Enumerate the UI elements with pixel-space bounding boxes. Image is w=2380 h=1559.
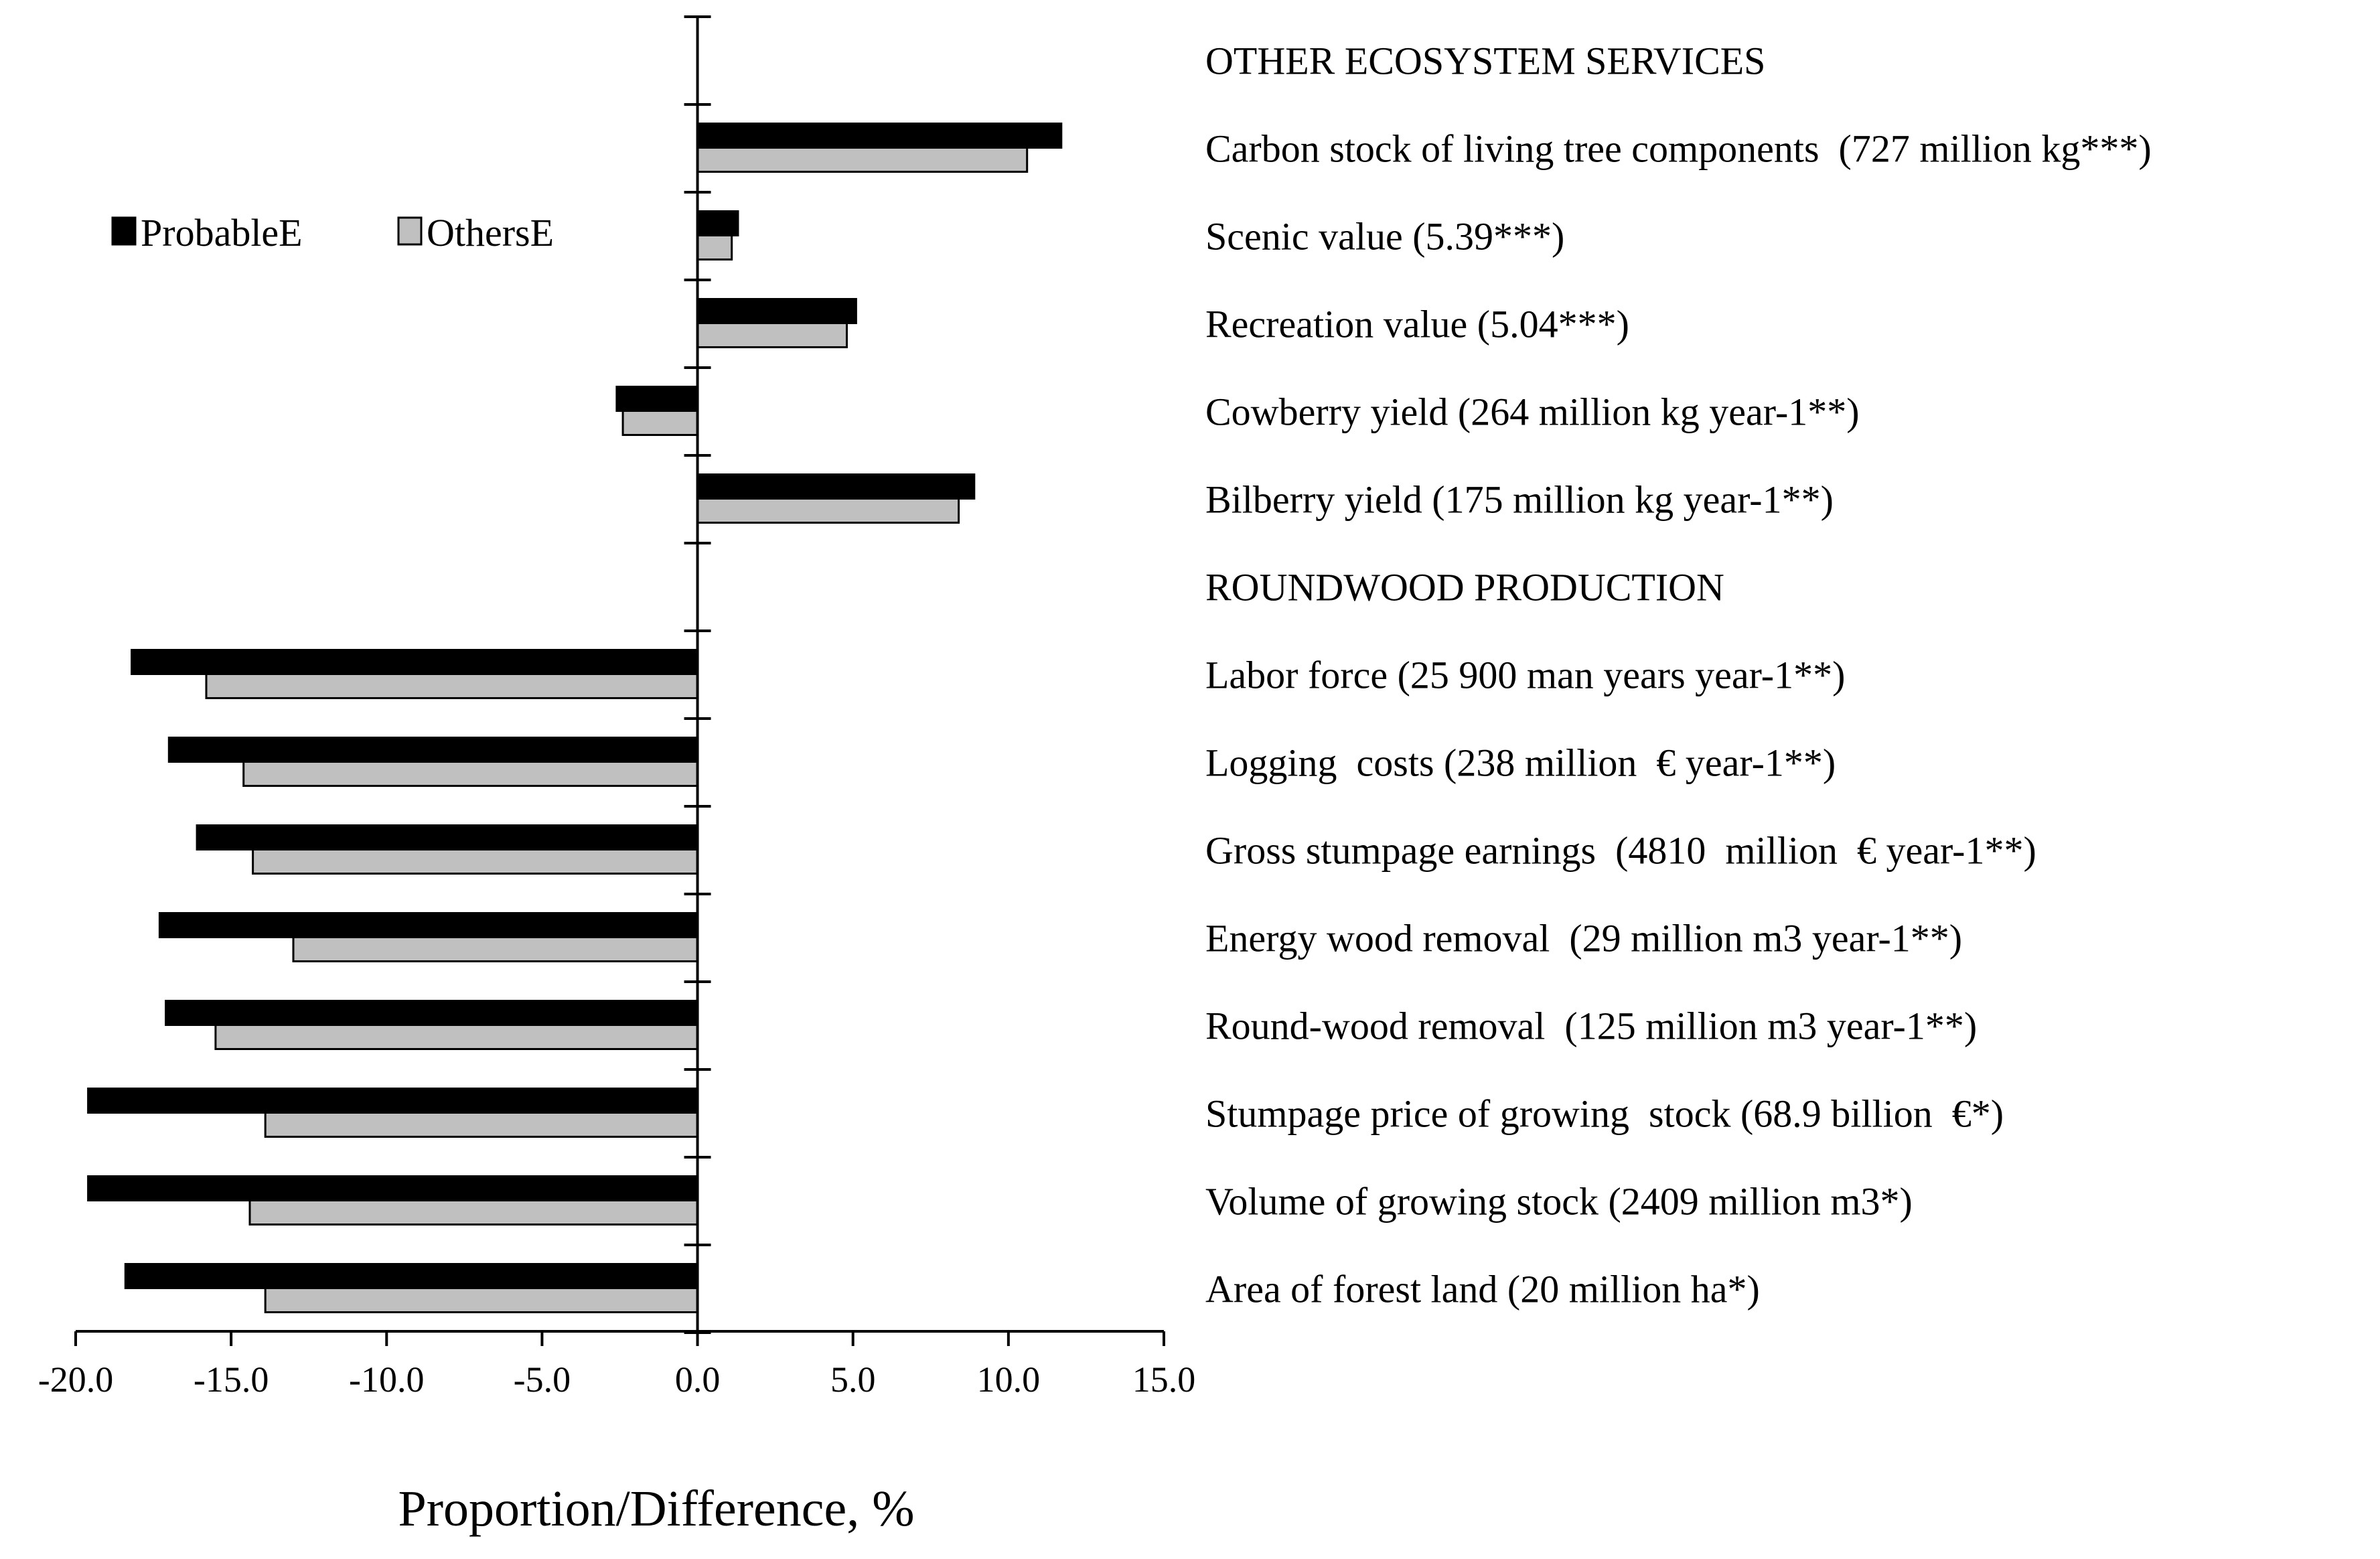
bar-probablee-5 [696,473,976,500]
category-label-9: Gross stumpage earnings (4810 million € … [1205,829,2036,873]
bar-probablee-9 [196,824,699,850]
category-label-0: OTHER ECOSYSTEM SERVICES [1205,40,1765,83]
category-label-14: Area of forest land (20 million ha*) [1205,1268,1760,1311]
bar-otherse-9 [252,848,699,875]
bar-otherse-11 [214,1024,698,1050]
bar-otherse-7 [205,673,699,699]
bars-layer [87,123,1063,1313]
bar-otherse-1 [696,147,1029,173]
category-label-13: Volume of growing stock (2409 million m3… [1205,1180,1913,1223]
x-tick-label-6: 10.0 [977,1359,1041,1400]
x-axis-title: Proportion/Difference, % [398,1481,914,1537]
category-label-11: Round-wood removal (125 million m3 year-… [1205,1005,1977,1048]
category-label-12: Stumpage price of growing stock (68.9 bi… [1205,1092,2004,1136]
bar-probablee-3 [696,298,857,324]
bar-otherse-13 [248,1199,699,1226]
bar-otherse-8 [242,761,699,787]
x-tick-label-1: -15.0 [194,1359,269,1400]
bar-otherse-2 [696,234,733,261]
bar-probablee-14 [124,1263,699,1289]
category-label-7: Labor force (25 900 man years year-1**) [1205,654,1845,697]
bar-probablee-10 [158,912,699,938]
bar-probablee-4 [615,386,699,412]
bar-otherse-10 [292,936,699,962]
category-label-6: ROUNDWOOD PRODUCTION [1205,566,1724,609]
category-label-5: Bilberry yield (175 million kg year-1**) [1205,478,1834,522]
bar-otherse-3 [696,322,848,348]
x-tick-label-0: -20.0 [38,1359,113,1400]
legend-label-probablee: ProbableE [141,211,303,254]
legend-label-otherse: OthersE [427,211,554,254]
x-tick-label-3: -5.0 [514,1359,571,1400]
bar-otherse-14 [264,1287,699,1313]
bar-probablee-2 [696,210,739,236]
category-label-10: Energy wood removal (29 million m3 year-… [1205,917,1962,960]
bar-probablee-1 [696,123,1063,149]
legend-swatch-otherse [397,216,423,246]
x-tick-label-4: 0.0 [675,1359,721,1400]
category-label-4: Cowberry yield (264 million kg year-1**) [1205,390,1860,434]
category-label-2: Scenic value (5.39***) [1205,215,1564,258]
bar-probablee-13 [87,1175,699,1201]
bar-probablee-11 [165,1000,699,1026]
category-label-3: Recreation value (5.04***) [1205,303,1629,346]
bar-probablee-8 [167,737,699,763]
bar-otherse-4 [621,410,698,436]
legend: ProbableE OthersE [111,211,554,254]
legend-swatch-probablee [111,216,137,246]
axes-layer: -20.0 -15.0 -10.0 -5.0 0.0 5.0 10.0 15.0 [38,15,1196,1400]
labels-layer: OTHER ECOSYSTEM SERVICES Carbon stock of … [1205,40,2152,1311]
x-tick-label-7: 15.0 [1132,1359,1196,1400]
bar-otherse-12 [264,1112,699,1138]
category-label-1: Carbon stock of living tree components (… [1205,127,2152,171]
x-tick-label-2: -10.0 [349,1359,424,1400]
x-tick-label-5: 5.0 [830,1359,876,1400]
bar-probablee-7 [131,649,699,675]
category-label-8: Logging costs (238 million € year-1**) [1205,741,1836,785]
bar-otherse-5 [696,498,960,524]
bar-probablee-12 [87,1088,699,1114]
